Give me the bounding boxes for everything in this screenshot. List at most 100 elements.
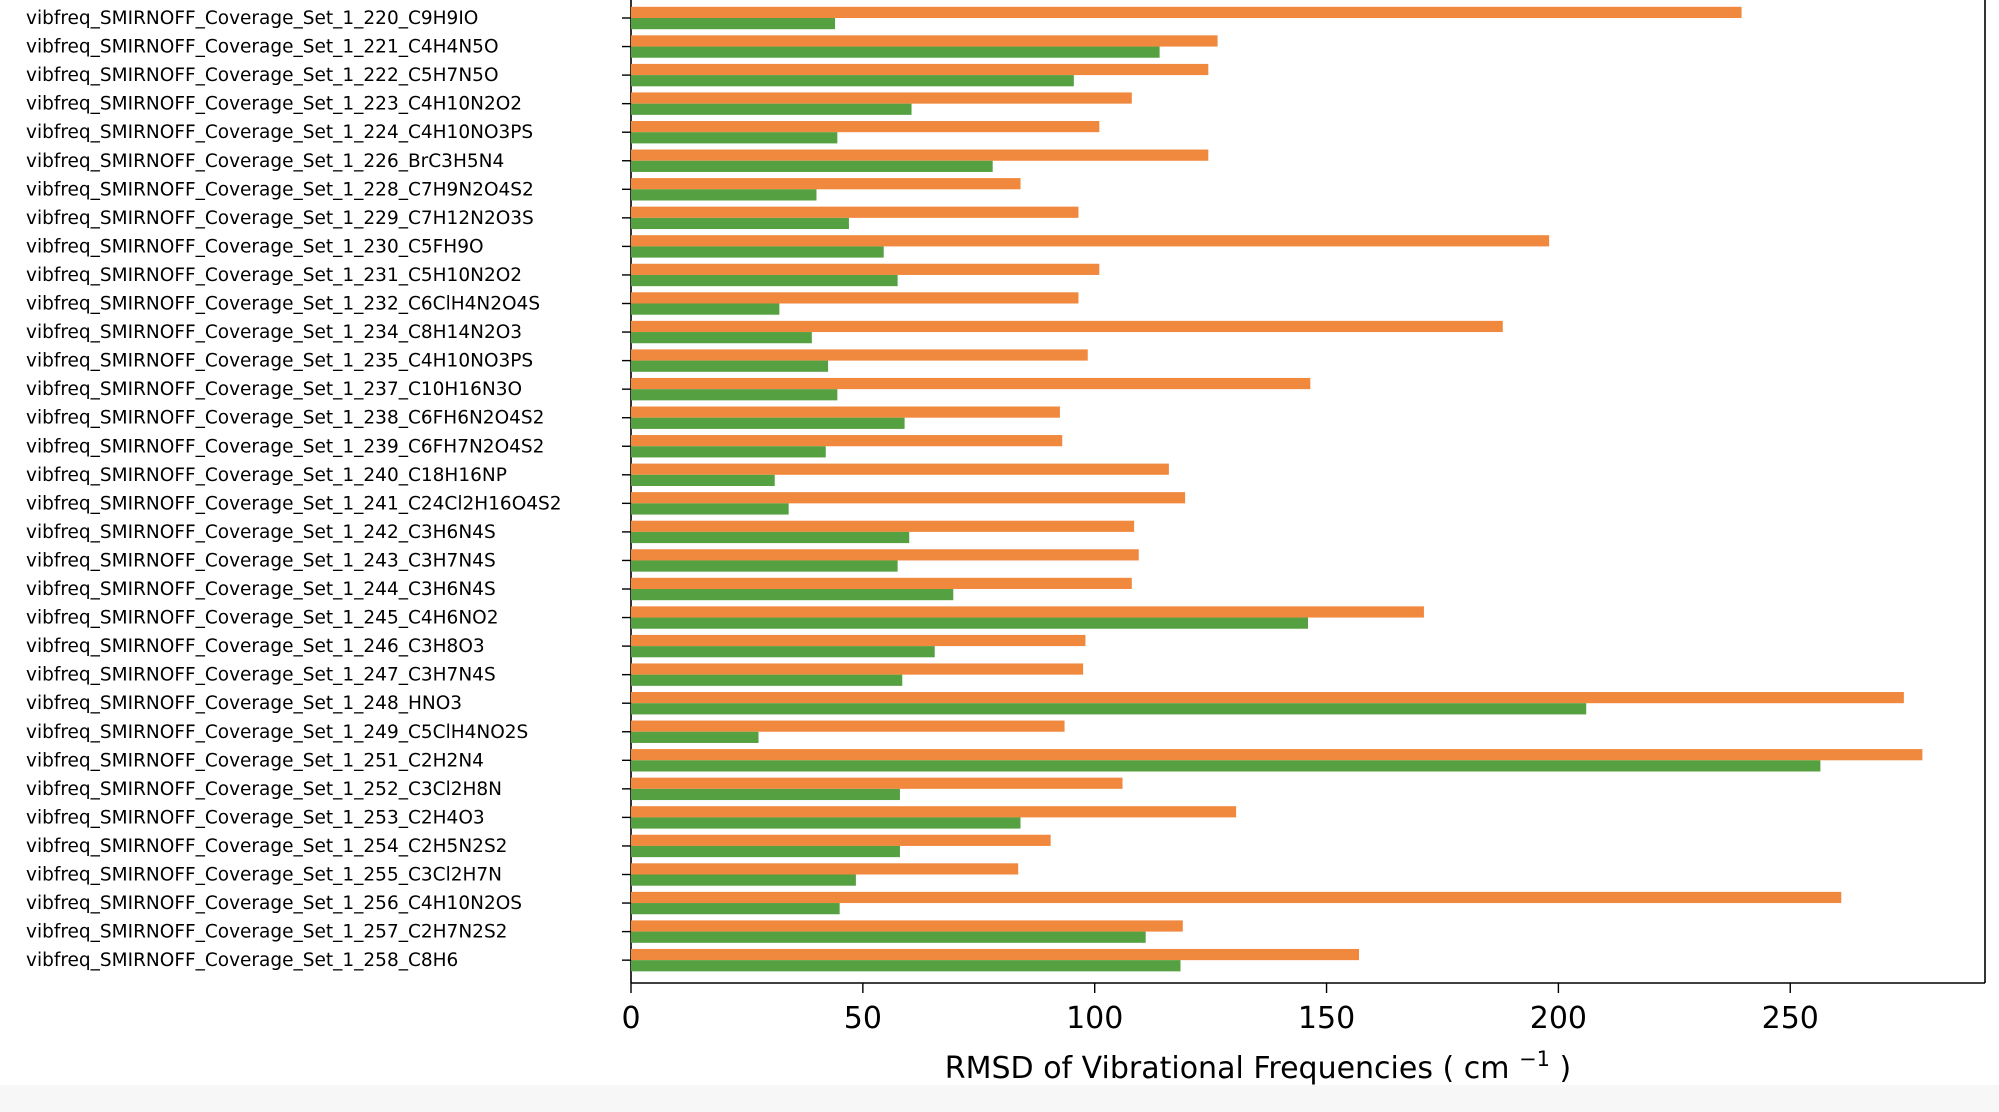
- bar-orange: [631, 349, 1088, 361]
- bar-orange: [631, 577, 1132, 589]
- category-label: vibfreq_SMIRNOFF_Coverage_Set_1_248_HNO3: [26, 693, 462, 714]
- category-label: vibfreq_SMIRNOFF_Coverage_Set_1_245_C4H6…: [26, 608, 499, 629]
- category-label: vibfreq_SMIRNOFF_Coverage_Set_1_249_C5Cl…: [26, 722, 528, 743]
- category-label: vibfreq_SMIRNOFF_Coverage_Set_1_256_C4H1…: [26, 893, 522, 914]
- bar-green: [631, 189, 817, 201]
- category-label: vibfreq_SMIRNOFF_Coverage_Set_1_232_C6Cl…: [26, 294, 540, 315]
- bar-orange: [631, 206, 1079, 218]
- bar-orange: [631, 92, 1132, 104]
- bar-green: [631, 731, 759, 743]
- bar-orange: [631, 178, 1021, 190]
- category-label: vibfreq_SMIRNOFF_Coverage_Set_1_255_C3Cl…: [26, 865, 502, 886]
- bar-orange: [631, 863, 1019, 875]
- bar-green: [631, 845, 900, 858]
- bar-green: [631, 75, 1074, 87]
- bar-green: [631, 874, 856, 886]
- bar-orange: [631, 834, 1051, 846]
- bar-orange: [631, 749, 1923, 761]
- category-label: vibfreq_SMIRNOFF_Coverage_Set_1_257_C2H7…: [26, 922, 507, 943]
- bar-green: [631, 446, 826, 458]
- category-label: vibfreq_SMIRNOFF_Coverage_Set_1_247_C3H7…: [26, 665, 496, 686]
- bar-green: [631, 217, 849, 230]
- bar-green: [631, 474, 775, 486]
- x-tick-label: 50: [844, 1001, 882, 1036]
- bar-orange: [631, 520, 1135, 532]
- bar-green: [631, 817, 1021, 829]
- category-label: vibfreq_SMIRNOFF_Coverage_Set_1_251_C2H2…: [26, 750, 484, 771]
- bar-orange: [631, 6, 1742, 18]
- bar-green: [631, 674, 903, 686]
- bar-green: [631, 617, 1308, 629]
- bar-orange: [631, 920, 1183, 932]
- bar-green: [631, 274, 898, 287]
- category-label: vibfreq_SMIRNOFF_Coverage_Set_1_254_C2H5…: [26, 836, 507, 857]
- bar-green: [631, 303, 780, 315]
- bar-orange: [631, 435, 1063, 447]
- bar-orange: [631, 663, 1084, 675]
- category-label: vibfreq_SMIRNOFF_Coverage_Set_1_252_C3Cl…: [26, 779, 502, 800]
- x-tick-label: 100: [1066, 1001, 1123, 1036]
- bar-green: [631, 960, 1181, 972]
- category-label: vibfreq_SMIRNOFF_Coverage_Set_1_228_C7H9…: [26, 179, 534, 200]
- category-label: vibfreq_SMIRNOFF_Coverage_Set_1_220_C9H9…: [26, 8, 478, 29]
- bar-orange: [631, 149, 1209, 161]
- bar-orange: [631, 235, 1550, 247]
- bar-orange: [631, 463, 1169, 475]
- bar-green: [631, 46, 1160, 58]
- bar-orange: [631, 692, 1904, 704]
- bar-orange: [631, 720, 1065, 732]
- bar-green: [631, 332, 812, 344]
- footer-strip: [0, 1085, 1999, 1112]
- bar-green: [631, 18, 836, 30]
- bar-orange: [631, 549, 1139, 561]
- category-label: vibfreq_SMIRNOFF_Coverage_Set_1_244_C3H6…: [26, 579, 496, 600]
- category-label: vibfreq_SMIRNOFF_Coverage_Set_1_253_C2H4…: [26, 807, 485, 828]
- bar-orange: [631, 377, 1311, 390]
- bar-green: [631, 703, 1587, 715]
- bar-orange: [631, 121, 1100, 133]
- bar-green: [631, 589, 954, 601]
- category-label: vibfreq_SMIRNOFF_Coverage_Set_1_224_C4H1…: [26, 122, 533, 143]
- category-label: vibfreq_SMIRNOFF_Coverage_Set_1_230_C5FH…: [26, 236, 484, 257]
- bar-green: [631, 246, 884, 258]
- bar-green: [631, 103, 912, 115]
- category-label: vibfreq_SMIRNOFF_Coverage_Set_1_238_C6FH…: [26, 408, 544, 429]
- bar-green: [631, 903, 840, 915]
- bar-orange: [631, 634, 1086, 647]
- category-label: vibfreq_SMIRNOFF_Coverage_Set_1_222_C5H7…: [26, 65, 499, 86]
- category-label: vibfreq_SMIRNOFF_Coverage_Set_1_229_C7H1…: [26, 208, 534, 229]
- category-label: vibfreq_SMIRNOFF_Coverage_Set_1_231_C5H1…: [26, 265, 522, 286]
- x-tick-label: 200: [1530, 1001, 1587, 1036]
- category-label: vibfreq_SMIRNOFF_Coverage_Set_1_221_C4H4…: [26, 37, 499, 58]
- category-label: vibfreq_SMIRNOFF_Coverage_Set_1_237_C10H…: [26, 379, 522, 400]
- bar-green: [631, 760, 1821, 772]
- bar-orange: [631, 63, 1209, 76]
- category-label: vibfreq_SMIRNOFF_Coverage_Set_1_223_C4H1…: [26, 94, 522, 115]
- bar-orange: [631, 891, 1842, 904]
- bar-green: [631, 389, 838, 401]
- bar-orange: [631, 606, 1424, 618]
- category-label: vibfreq_SMIRNOFF_Coverage_Set_1_226_BrC3…: [26, 151, 504, 172]
- bar-orange: [631, 806, 1237, 818]
- bar-orange: [631, 263, 1100, 275]
- bar-orange: [631, 406, 1060, 418]
- bar-orange: [631, 777, 1123, 789]
- bar-orange: [631, 35, 1218, 47]
- category-label: vibfreq_SMIRNOFF_Coverage_Set_1_239_C6FH…: [26, 436, 544, 457]
- bar-green: [631, 788, 900, 801]
- bar-green: [631, 160, 993, 172]
- category-label: vibfreq_SMIRNOFF_Coverage_Set_1_258_C8H6: [26, 950, 458, 971]
- bar-green: [631, 360, 829, 372]
- bar-green: [631, 417, 905, 429]
- category-label: vibfreq_SMIRNOFF_Coverage_Set_1_241_C24C…: [26, 493, 562, 514]
- category-label: vibfreq_SMIRNOFF_Coverage_Set_1_246_C3H8…: [26, 636, 485, 657]
- x-axis-label: RMSD of Vibrational Frequencies ( cm −1 …: [945, 1047, 1571, 1085]
- category-label: vibfreq_SMIRNOFF_Coverage_Set_1_242_C3H6…: [26, 522, 496, 543]
- bar-orange: [631, 320, 1503, 333]
- bar-green: [631, 531, 910, 544]
- category-label: vibfreq_SMIRNOFF_Coverage_Set_1_240_C18H…: [26, 465, 507, 486]
- bar-orange: [631, 948, 1360, 961]
- category-label: vibfreq_SMIRNOFF_Coverage_Set_1_234_C8H1…: [26, 322, 522, 343]
- x-tick-label: 250: [1762, 1001, 1819, 1036]
